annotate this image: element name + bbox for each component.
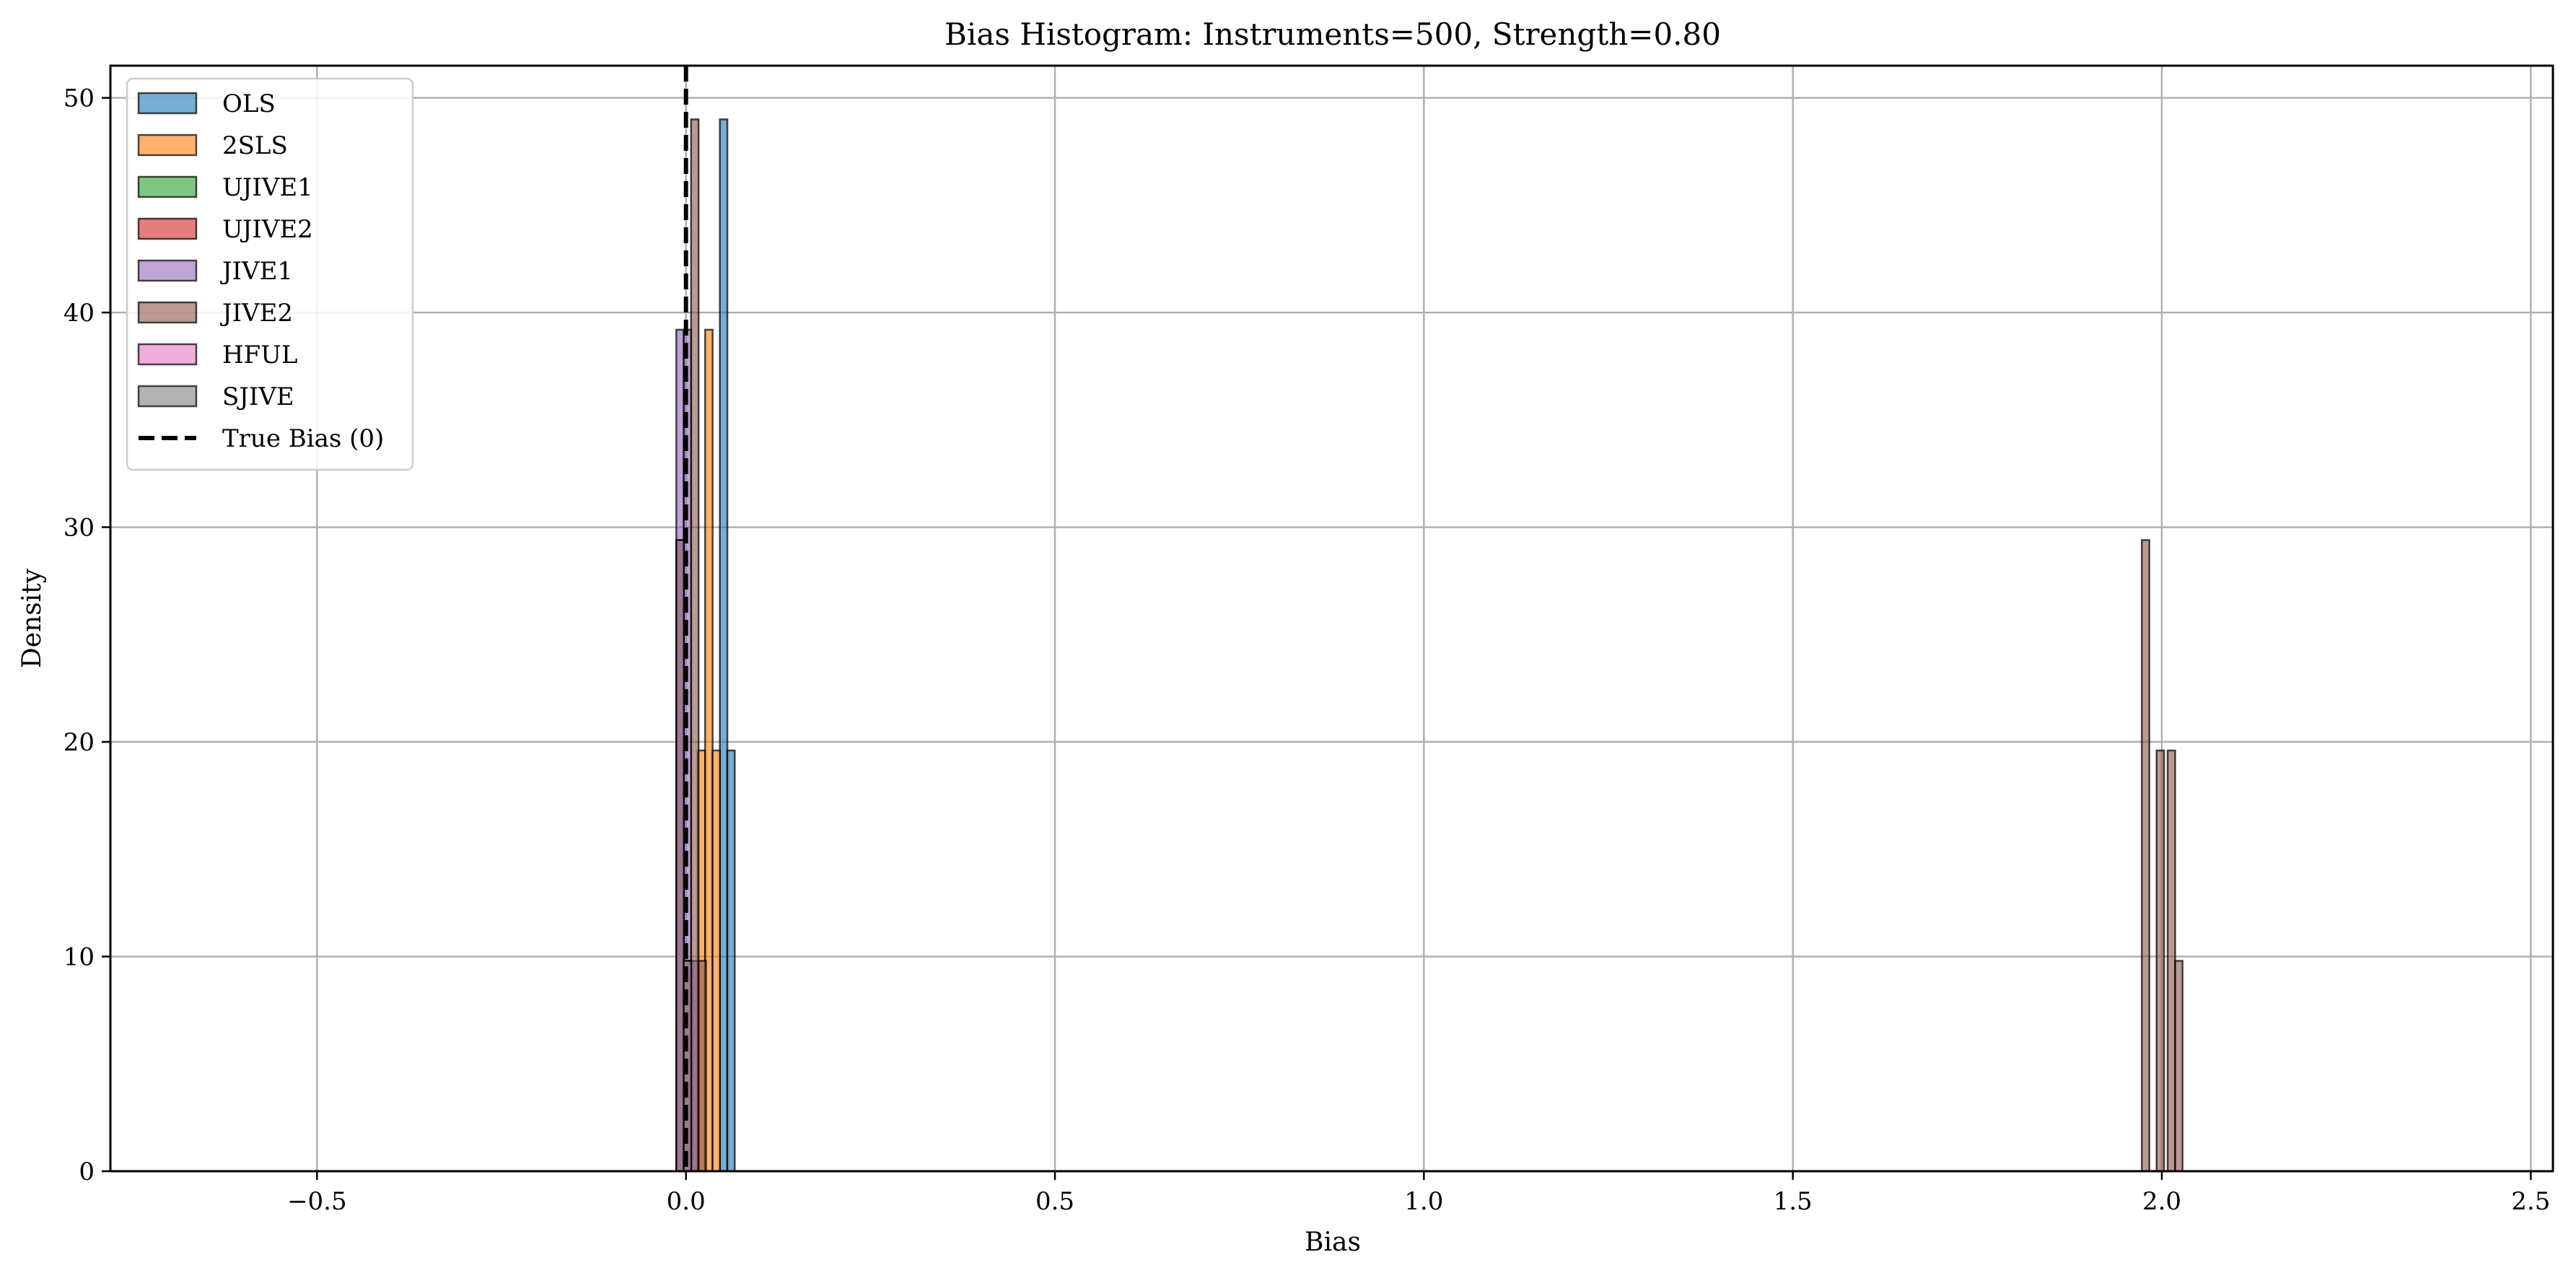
y-axis-ticks: 0 10 20 30 40 50 xyxy=(63,84,110,1186)
x-axis-ticks: −0.5 0.0 0.5 1.0 1.5 2.0 2.5 xyxy=(287,1171,2550,1216)
bar-jive2 xyxy=(2141,539,2150,1173)
plot-frame xyxy=(109,64,2554,1173)
legend-swatch-ujive2 xyxy=(137,217,198,240)
legend-label-jive1: JIVE1 xyxy=(220,257,293,286)
x-axis-label: Bias xyxy=(1305,1227,1361,1257)
legend-swatch-sjive xyxy=(137,385,198,408)
legend-swatch-jive2 xyxy=(137,301,198,324)
x-tick-label: 2.5 xyxy=(2511,1187,2550,1216)
legend-box xyxy=(126,77,414,471)
legend-label-ujive1: UJIVE1 xyxy=(222,173,313,202)
chart-title: Bias Histogram: Instruments=500, Strengt… xyxy=(945,17,1721,52)
legend: OLS 2SLS UJIVE1 UJIVE2 JIVE1 JIVE2 HFUL SJIVE Tr… xyxy=(126,77,414,471)
bar-ols xyxy=(719,118,729,1173)
legend-label-2sls: 2SLS xyxy=(222,131,288,160)
legend-swatch-hful xyxy=(137,343,198,366)
bar-jive2 xyxy=(2174,960,2183,1173)
legend-label-jive2: JIVE2 xyxy=(220,299,293,328)
bar-2sls xyxy=(711,749,722,1173)
x-tick-label: 0.5 xyxy=(1035,1187,1074,1216)
y-tick-label: 30 xyxy=(63,514,95,543)
legend-swatch-ols xyxy=(137,92,198,115)
y-axis-label: Density xyxy=(17,568,47,668)
bar-jive2 xyxy=(2155,749,2165,1173)
y-tick-label: 0 xyxy=(79,1157,95,1186)
legend-swatch-2sls xyxy=(137,134,198,157)
legend-label-sjive: SJIVE xyxy=(222,382,294,411)
legend-label-true-bias: True Bias (0) xyxy=(222,424,384,453)
y-tick-label: 20 xyxy=(63,728,95,757)
x-tick-label: 0.0 xyxy=(667,1187,706,1216)
x-tick-label: 2.0 xyxy=(2142,1187,2181,1216)
legend-label-ols: OLS xyxy=(222,89,276,118)
y-tick-label: 10 xyxy=(63,943,95,972)
x-tick-label: 1.5 xyxy=(1774,1187,1813,1216)
y-tick-label: 50 xyxy=(63,84,95,113)
bar-jive2 xyxy=(690,118,700,1173)
legend-label-hful: HFUL xyxy=(222,341,297,369)
bar-jive2 xyxy=(697,960,707,1173)
x-tick-label: 1.0 xyxy=(1404,1187,1443,1216)
bar-jive2 xyxy=(2166,749,2176,1173)
bar-ols xyxy=(726,749,736,1173)
legend-swatch-ujive1 xyxy=(137,175,198,198)
x-tick-label: −0.5 xyxy=(287,1187,347,1216)
y-tick-label: 40 xyxy=(63,299,95,328)
legend-label-ujive2: UJIVE2 xyxy=(222,215,313,244)
legend-swatch-jive1 xyxy=(137,259,198,282)
bar-sjive xyxy=(675,539,685,1173)
